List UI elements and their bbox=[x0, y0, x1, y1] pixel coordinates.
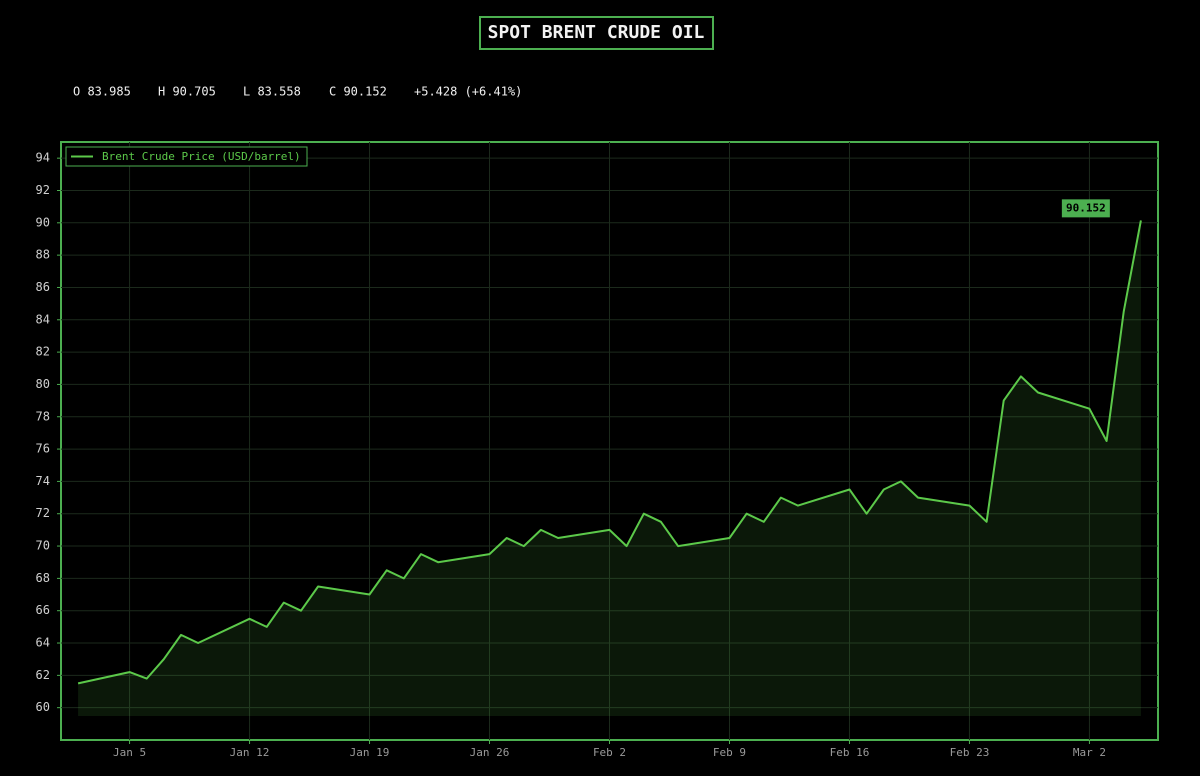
x-tick-label: Feb 2 bbox=[593, 746, 626, 759]
x-tick-label: Jan 26 bbox=[470, 746, 510, 759]
chart-title: SPOT BRENT CRUDE OIL bbox=[488, 22, 705, 43]
y-tick-label: 76 bbox=[36, 442, 50, 456]
price-line bbox=[77, 220, 1142, 685]
area-fill bbox=[78, 220, 1141, 716]
x-tick-label: Feb 16 bbox=[830, 746, 870, 759]
ohlc-stat: H 90.705 bbox=[158, 85, 216, 99]
y-tick-label: 78 bbox=[36, 409, 50, 423]
x-tick-label: Feb 9 bbox=[713, 746, 746, 759]
title-box bbox=[479, 16, 714, 50]
y-tick-label: 94 bbox=[36, 151, 50, 165]
y-tick-label: 86 bbox=[36, 280, 50, 294]
y-tick-label: 64 bbox=[36, 636, 50, 650]
y-tick-label: 80 bbox=[36, 377, 50, 391]
y-tick-label: 62 bbox=[36, 668, 50, 682]
x-tick-label: Jan 5 bbox=[113, 746, 146, 759]
ohlc-stat: L 83.558 bbox=[243, 85, 301, 99]
y-tick-label: 72 bbox=[36, 506, 50, 520]
x-tick-label: Feb 23 bbox=[950, 746, 990, 759]
ohlc-stat: C 90.152 bbox=[329, 85, 387, 99]
y-tick-label: 74 bbox=[36, 474, 50, 488]
y-tick-label: 70 bbox=[36, 539, 50, 553]
x-tick-label: Mar 2 bbox=[1073, 746, 1106, 759]
legend-label: Brent Crude Price (USD/barrel) bbox=[102, 150, 301, 163]
y-tick-label: 84 bbox=[36, 312, 50, 326]
ohlc-stat: O 83.985 bbox=[73, 85, 131, 99]
legend-box bbox=[65, 146, 308, 167]
y-tick-label: 92 bbox=[36, 183, 50, 197]
y-tick-label: 68 bbox=[36, 571, 50, 585]
x-tick-label: Jan 12 bbox=[230, 746, 270, 759]
last-value-label: 90.152 bbox=[1066, 201, 1106, 214]
last-value-box bbox=[1061, 199, 1110, 218]
y-tick-label: 82 bbox=[36, 345, 50, 359]
y-tick-label: 66 bbox=[36, 603, 50, 617]
x-tick-label: Jan 19 bbox=[350, 746, 390, 759]
y-tick-label: 88 bbox=[36, 248, 50, 262]
ohlc-stat: +5.428 (+6.41%) bbox=[414, 85, 522, 99]
y-tick-label: 90 bbox=[36, 215, 50, 229]
y-tick-label: 60 bbox=[36, 700, 50, 714]
